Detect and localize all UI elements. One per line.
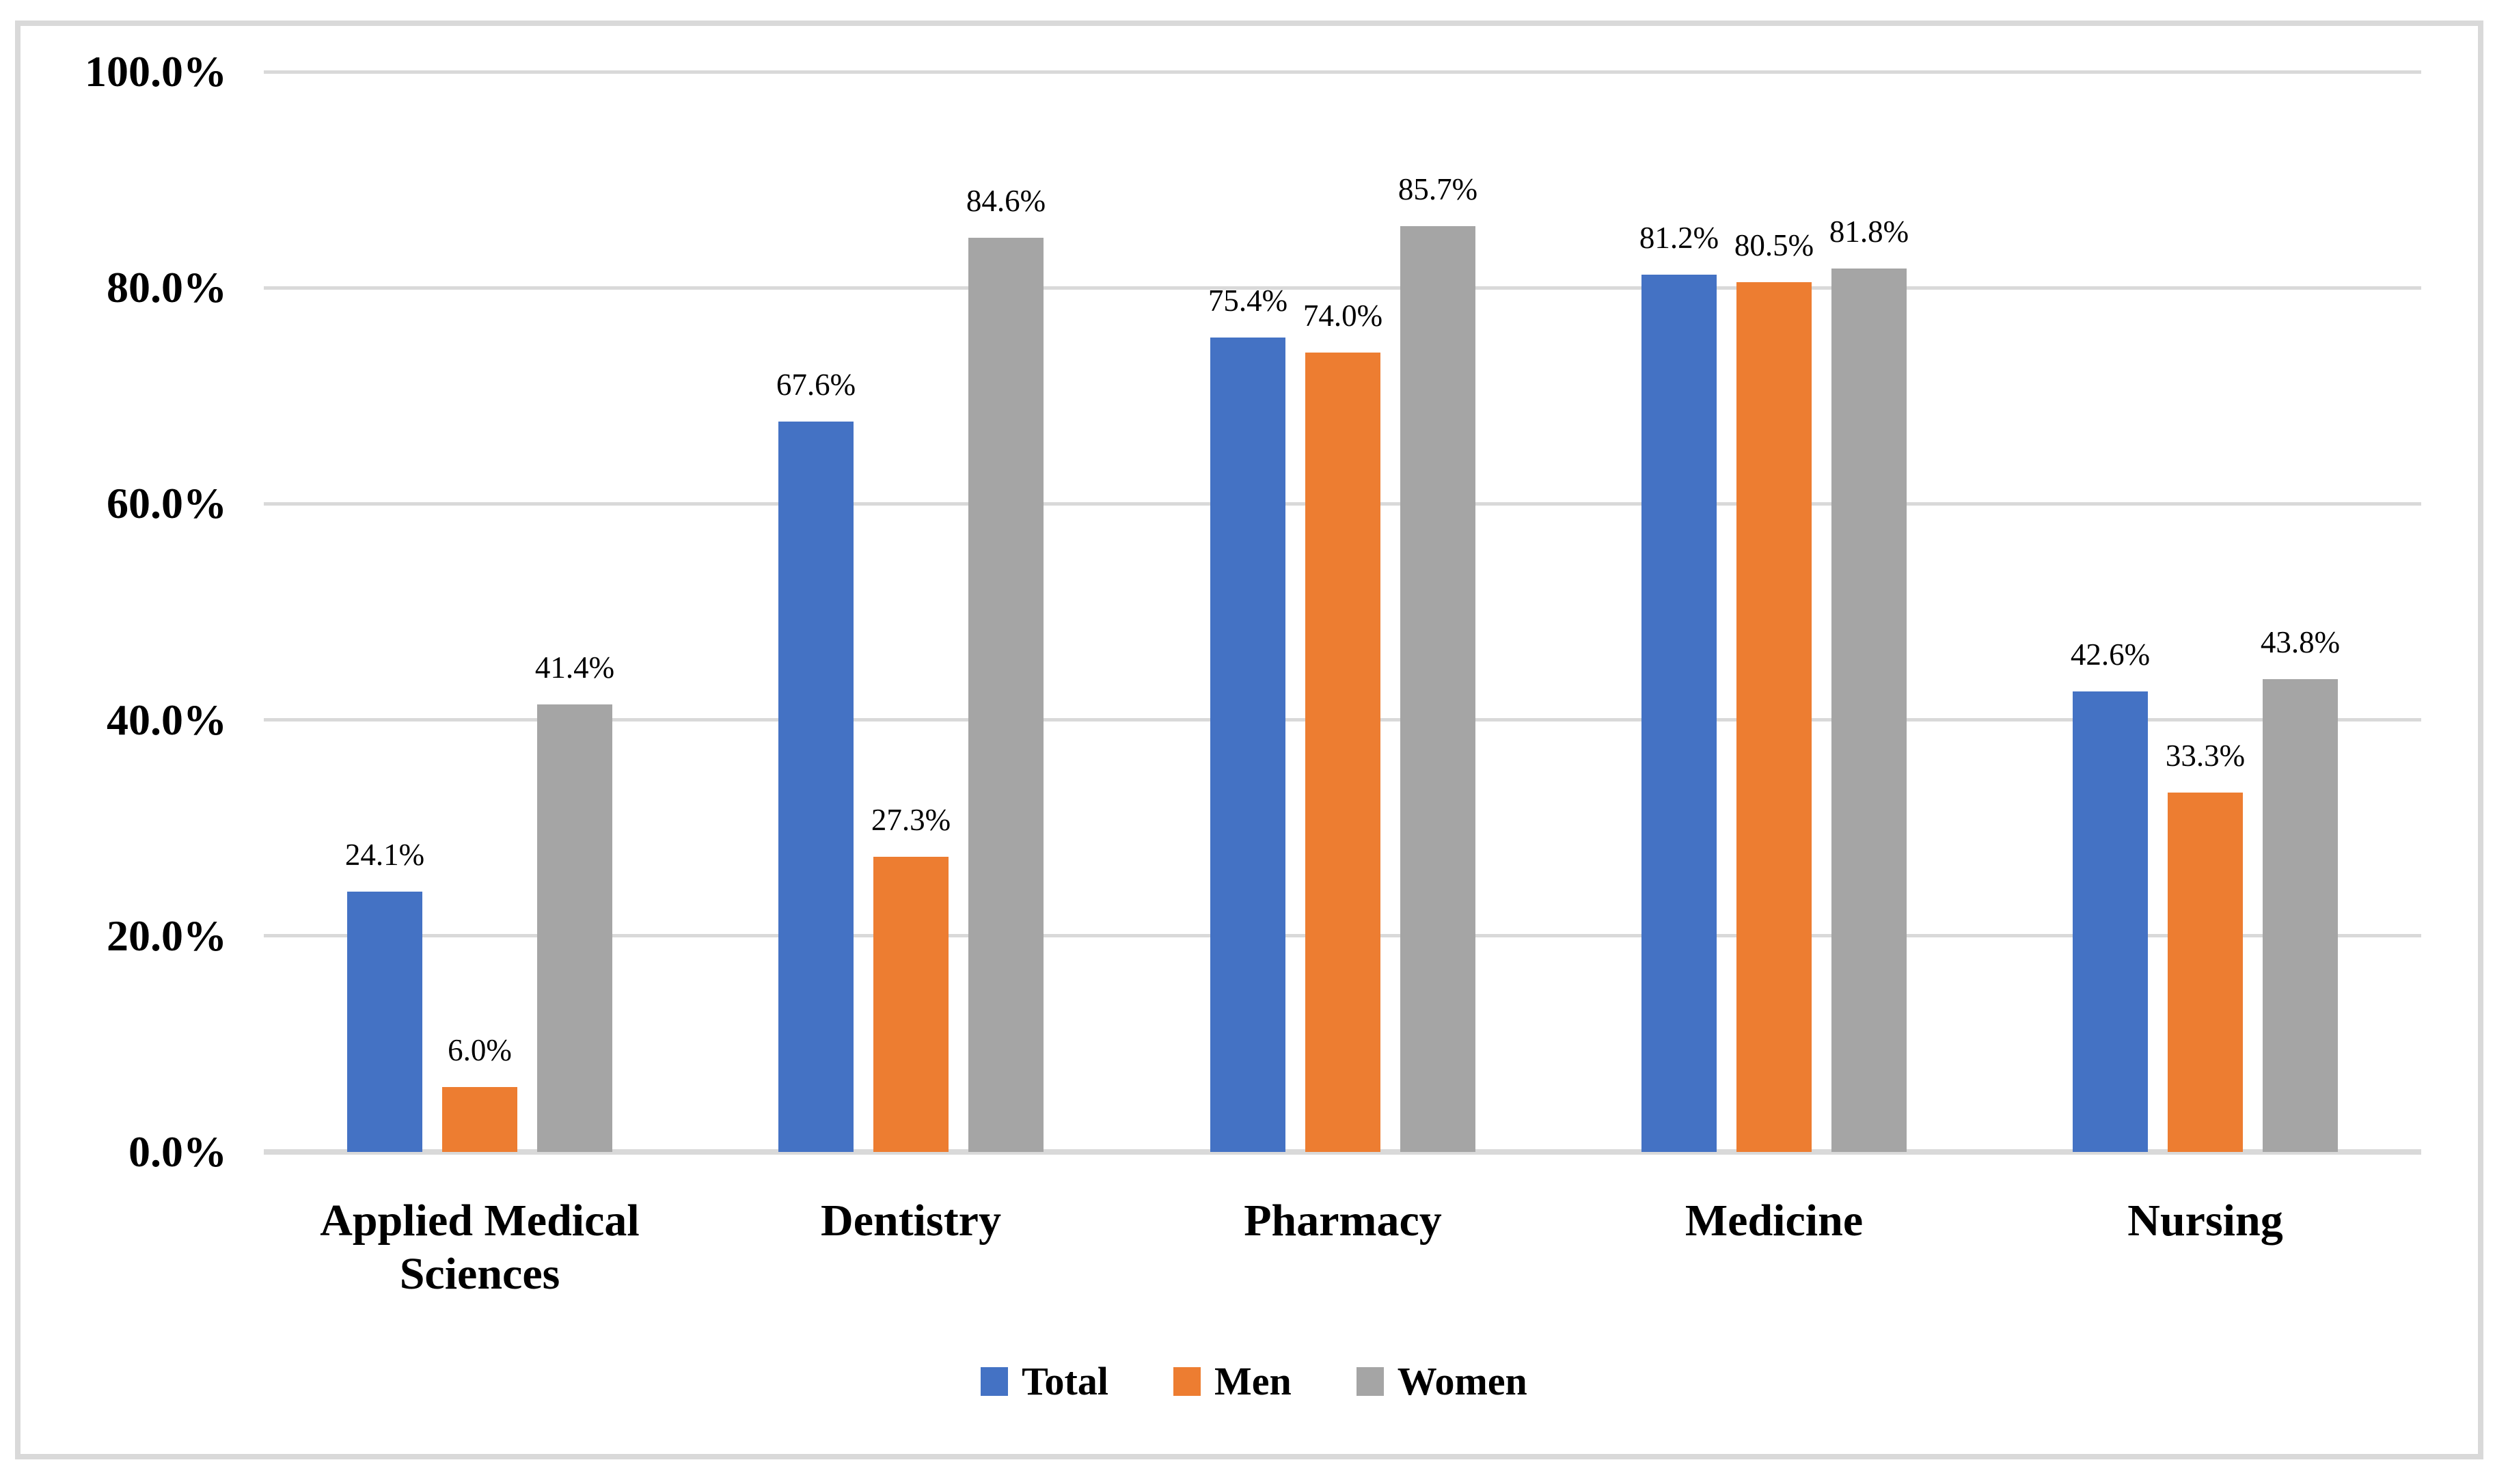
- bar-women-2: [1400, 226, 1475, 1152]
- y-axis-tick-label: 100.0%: [85, 47, 227, 96]
- bar-value-label: 80.5%: [1734, 228, 1814, 262]
- bar-value-label: 81.2%: [1639, 221, 1719, 255]
- bar-men-4: [2168, 793, 2243, 1152]
- legend-label: Men: [1214, 1359, 1292, 1403]
- bar-women-1: [968, 238, 1044, 1152]
- bar-value-label: 84.6%: [966, 184, 1046, 218]
- bar-total-0: [347, 892, 422, 1152]
- legend-swatch-women: [1356, 1366, 1384, 1396]
- bar-value-label: 6.0%: [448, 1033, 512, 1067]
- legend-item-women: Women: [1356, 1358, 1527, 1404]
- y-axis-tick-label: 40.0%: [107, 696, 227, 744]
- bar-value-label: 42.6%: [2070, 637, 2151, 672]
- legend: Total Men Women: [0, 1358, 2508, 1404]
- bar-value-label: 75.4%: [1208, 284, 1288, 318]
- bar-women-0: [537, 704, 612, 1152]
- category-label-3: Medicine: [1685, 1196, 1864, 1246]
- bar-men-2: [1305, 353, 1380, 1152]
- bar-total-1: [778, 422, 854, 1152]
- bar-total-3: [1641, 275, 1717, 1152]
- legend-swatch-men: [1173, 1366, 1201, 1396]
- bar-value-label: 24.1%: [344, 838, 425, 872]
- y-axis-tick-label: 20.0%: [107, 911, 227, 960]
- bar-total-2: [1210, 338, 1285, 1152]
- gridline-100: [264, 70, 2421, 74]
- legend-item-total: Total: [981, 1358, 1108, 1404]
- bar-men-3: [1736, 282, 1812, 1152]
- bar-value-label: 43.8%: [2260, 625, 2341, 659]
- x-axis-line: [264, 1149, 2421, 1155]
- bar-value-label: 27.3%: [871, 803, 951, 837]
- bar-value-label: 81.8%: [1829, 215, 1909, 249]
- bar-men-1: [873, 857, 949, 1152]
- category-label-2: Pharmacy: [1244, 1196, 1442, 1246]
- y-axis-tick-label: 80.0%: [107, 263, 227, 312]
- legend-label: Total: [1022, 1359, 1108, 1403]
- y-axis-tick-label: 60.0%: [107, 479, 227, 527]
- category-label-1: Dentistry: [821, 1196, 1001, 1246]
- category-label-4: Nursing: [2127, 1196, 2283, 1246]
- bar-value-label: 33.3%: [2165, 739, 2246, 773]
- bar-value-label: 85.7%: [1398, 172, 1478, 206]
- bar-value-label: 74.0%: [1303, 299, 1383, 333]
- y-axis-tick-label: 0.0%: [128, 1127, 227, 1176]
- bar-value-label: 67.6%: [776, 368, 856, 402]
- bar-total-4: [2073, 691, 2148, 1152]
- legend-item-men: Men: [1173, 1358, 1292, 1404]
- bar-women-3: [1831, 269, 1907, 1152]
- bar-women-4: [2263, 679, 2338, 1152]
- gridline-80: [264, 286, 2421, 290]
- bar-men-0: [442, 1087, 517, 1152]
- legend-swatch-total: [981, 1366, 1009, 1396]
- category-label-0: Applied Medical Sciences: [320, 1196, 640, 1299]
- legend-label: Women: [1397, 1359, 1527, 1403]
- bar-value-label: 41.4%: [534, 650, 615, 685]
